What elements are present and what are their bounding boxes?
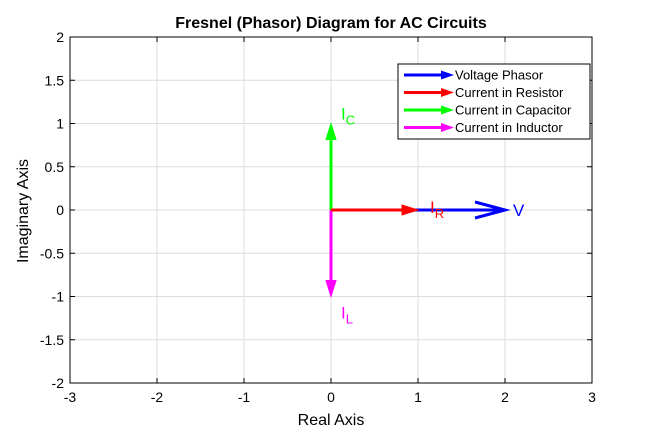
- x-tick-label: 1: [414, 389, 422, 405]
- legend-swatch-arrowhead: [441, 123, 454, 132]
- legend-swatch-arrowhead: [441, 88, 454, 97]
- legend: Voltage Phasor Current in Resistor Current…: [397, 63, 591, 140]
- legend-item: Voltage Phasor: [404, 68, 544, 83]
- phasor-head: [325, 280, 337, 299]
- y-tick-label: -0.5: [40, 245, 64, 261]
- axes: -3 -2 -1 0 1 2 321.510.50-0.5-1-1.5-2: [40, 29, 596, 405]
- phasor-label: IR: [430, 198, 444, 221]
- y-tick-label: 1: [56, 116, 64, 132]
- legend-swatch-arrowhead: [441, 70, 454, 80]
- legend-item: Current in Capacitor: [404, 103, 572, 118]
- chart-title: Fresnel (Phasor) Diagram for AC Circuits: [175, 15, 487, 32]
- phasor-current-in-inductor: IL: [325, 210, 353, 327]
- legend-item: Current in Resistor: [404, 85, 564, 100]
- phasor-label: IL: [341, 304, 353, 327]
- y-tick-label: 1.5: [45, 72, 65, 88]
- x-tick-label: 2: [501, 389, 509, 405]
- x-tick-label: -2: [151, 389, 164, 405]
- phasor-label: IC: [341, 105, 355, 128]
- phasor-label-main: I: [430, 198, 435, 217]
- legend-label: Voltage Phasor: [455, 68, 544, 83]
- phasor-current-in-resistor: IR: [331, 198, 444, 221]
- legend-label: Current in Inductor: [455, 120, 563, 135]
- y-tick-label: -1.5: [40, 332, 64, 348]
- phasor-label-sub: R: [435, 206, 444, 221]
- phasor-current-in-capacitor: IC: [325, 105, 355, 210]
- legend-swatch-arrowhead: [441, 105, 454, 115]
- y-tick-label: -1: [52, 289, 65, 305]
- x-tick-label: -1: [238, 389, 251, 405]
- phasor-label: V: [513, 201, 525, 220]
- y-tick-label: 0: [56, 202, 64, 218]
- x-tick-label: 3: [588, 389, 596, 405]
- y-tick-label: -2: [52, 375, 65, 391]
- phasor-label-main: I: [341, 105, 346, 124]
- y-axis-title: Imaginary Axis: [15, 159, 32, 263]
- legend-label: Current in Resistor: [455, 85, 564, 100]
- phasor-label-main: V: [513, 201, 525, 220]
- phasor-label-sub: L: [346, 312, 353, 327]
- phasor-label-sub: C: [346, 113, 355, 128]
- x-axis-title: Real Axis: [298, 412, 365, 429]
- x-tick-label: 0: [327, 389, 335, 405]
- phasor-head: [325, 121, 337, 140]
- phasor-label-main: I: [341, 304, 346, 323]
- x-tick-label: -3: [64, 389, 77, 405]
- phasor-head: [401, 204, 420, 216]
- y-tick-label: 0.5: [45, 159, 65, 175]
- y-tick-label: 2: [56, 29, 64, 45]
- legend-item: Current in Inductor: [404, 120, 563, 135]
- legend-label: Current in Capacitor: [455, 103, 572, 118]
